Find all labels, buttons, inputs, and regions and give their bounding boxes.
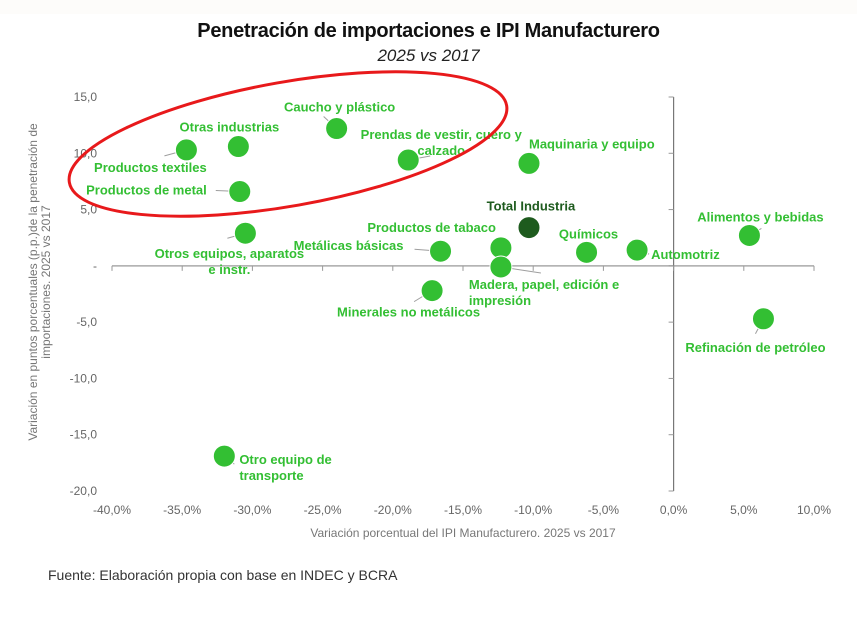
data-point bbox=[396, 148, 420, 172]
y-tick-label: -15,0 bbox=[70, 428, 98, 442]
total-point bbox=[517, 216, 541, 240]
x-tick-label: -15,0% bbox=[444, 503, 482, 517]
source-note: Fuente: Elaboración propia con base en I… bbox=[48, 567, 398, 583]
y-tick-label: 5,0 bbox=[80, 203, 97, 217]
point-label-line: Otro equipo de bbox=[239, 452, 331, 467]
data-point bbox=[174, 138, 198, 162]
point-label-line: calzado bbox=[417, 143, 465, 158]
data-point bbox=[429, 239, 453, 263]
point-label-line: Metálicas básicas bbox=[294, 238, 404, 253]
data-point bbox=[517, 151, 541, 175]
y-axis-title-line: Variación en puntos porcentuales (p.p.)d… bbox=[26, 123, 40, 441]
point-label: Caucho y plástico bbox=[284, 100, 395, 115]
point-label: Otro equipo de transporte bbox=[239, 452, 331, 483]
chart-title: Penetración de importaciones e IPI Manuf… bbox=[197, 20, 660, 42]
y-tick-label: 15,0 bbox=[74, 90, 98, 104]
point-label: Minerales no metálicos bbox=[337, 305, 480, 320]
data-point bbox=[228, 180, 252, 204]
point-label: Refinación de petróleo bbox=[685, 340, 825, 355]
y-tick-label: -5,0 bbox=[76, 315, 97, 329]
point-label-line: Productos textiles bbox=[94, 160, 207, 175]
point-label-line: Automotriz bbox=[651, 247, 720, 262]
data-point bbox=[625, 238, 649, 262]
x-axis-title: Variación porcentual del IPI Manufacture… bbox=[310, 526, 616, 540]
point-label: Otras industrias bbox=[180, 120, 280, 135]
x-tick-label: -35,0% bbox=[163, 503, 201, 517]
point-label-line: Madera, papel, edición e bbox=[469, 277, 619, 292]
point-label-line: Otras industrias bbox=[180, 120, 280, 135]
point-label: Otros equipos, aparatos e instr. bbox=[155, 246, 305, 277]
point-label-line: Alimentos y bebidas bbox=[697, 209, 823, 224]
data-point bbox=[489, 255, 513, 279]
point-labels: Caucho y plástico Otras industrias Product… bbox=[86, 100, 825, 484]
scatter-chart: -40,0% -35,0% -30,0% -25,0% -20,0% -15,0% -10,… bbox=[26, 70, 831, 540]
point-label-line: transporte bbox=[239, 468, 303, 483]
point-label: Productos de metal bbox=[86, 183, 207, 198]
axes: -40,0% -35,0% -30,0% -25,0% -20,0% -15,0% -10,… bbox=[26, 90, 831, 540]
x-tick-label: -20,0% bbox=[374, 503, 412, 517]
data-point bbox=[226, 135, 250, 159]
point-label: Madera, papel, edición e impresión bbox=[469, 277, 619, 308]
x-tick-label: 10,0% bbox=[797, 503, 831, 517]
x-tick-label: -25,0% bbox=[304, 503, 342, 517]
point-label: Alimentos y bebidas bbox=[697, 209, 823, 224]
point-label: Metálicas básicas bbox=[294, 238, 404, 253]
x-tick-label: -30,0% bbox=[233, 503, 271, 517]
point-label-line: Total Industria bbox=[487, 199, 576, 214]
y-tick-label: -20,0 bbox=[70, 484, 98, 498]
y-tick-label: - bbox=[93, 259, 97, 273]
data-point bbox=[737, 223, 761, 247]
chart-subtitle: 2025 vs 2017 bbox=[377, 46, 480, 65]
point-label-line: Minerales no metálicos bbox=[337, 305, 480, 320]
x-tick-label: 5,0% bbox=[730, 503, 758, 517]
point-label-line: impresión bbox=[469, 293, 531, 308]
point-label-line: e instr. bbox=[208, 262, 250, 277]
x-tick-label: -5,0% bbox=[588, 503, 620, 517]
point-label-line: Prendas de vestir, cuero y bbox=[361, 127, 523, 142]
point-label: Químicos bbox=[559, 226, 618, 241]
point-label-line: Químicos bbox=[559, 226, 618, 241]
data-point bbox=[212, 444, 236, 468]
top-bar bbox=[0, 0, 857, 14]
data-point bbox=[751, 307, 775, 331]
point-label-line: Refinación de petróleo bbox=[685, 340, 825, 355]
data-point bbox=[325, 117, 349, 141]
point-label: Productos textiles bbox=[94, 160, 207, 175]
point-label: Total Industria bbox=[487, 199, 576, 214]
point-label-line: Otros equipos, aparatos bbox=[155, 246, 305, 261]
x-tick-label: -40,0% bbox=[93, 503, 131, 517]
y-tick-label: -10,0 bbox=[70, 371, 98, 385]
y-axis-title: Variación en puntos porcentuales (p.p.)d… bbox=[26, 123, 53, 441]
data-point bbox=[575, 240, 599, 264]
point-label-line: Productos de metal bbox=[86, 183, 207, 198]
data-points bbox=[174, 117, 775, 468]
point-label: Automotriz bbox=[651, 247, 720, 262]
point-label: Productos de tabaco bbox=[367, 220, 496, 235]
y-axis-title-line: importaciones. 2025 vs 2017 bbox=[39, 205, 53, 359]
point-label-line: Maquinaria y equipo bbox=[529, 136, 655, 151]
data-point bbox=[420, 279, 444, 303]
point-label: Maquinaria y equipo bbox=[529, 136, 655, 151]
x-tick-label: 0,0% bbox=[660, 503, 688, 517]
highlight-ellipse bbox=[67, 70, 509, 218]
point-label-line: Caucho y plástico bbox=[284, 100, 395, 115]
point-label-line: Productos de tabaco bbox=[367, 220, 496, 235]
x-tick-label: -10,0% bbox=[514, 503, 552, 517]
point-label: Prendas de vestir, cuero y calzado bbox=[361, 127, 523, 158]
data-point bbox=[233, 221, 257, 245]
